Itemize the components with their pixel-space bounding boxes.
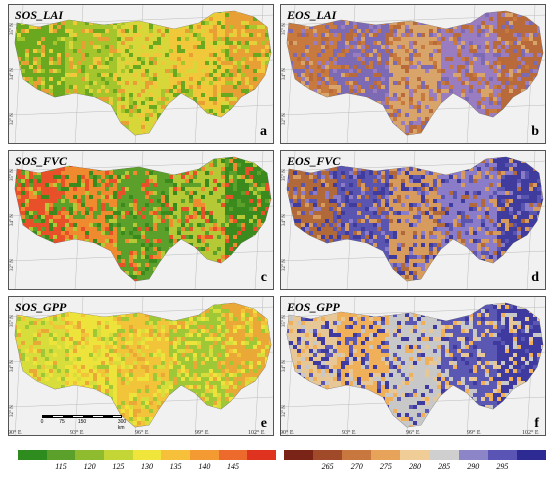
latitude-label: 35° N bbox=[10, 169, 15, 181]
scale-tick-label: 150 bbox=[77, 419, 87, 425]
legend-swatch bbox=[313, 450, 343, 460]
scale-bar-graphic bbox=[42, 415, 122, 418]
scale-tick-label: 75 bbox=[59, 419, 65, 425]
longitude-label: 102° E bbox=[248, 430, 265, 436]
panel-title: SOS_LAI bbox=[15, 8, 64, 22]
legend-swatch bbox=[487, 450, 517, 460]
map-graphic bbox=[9, 297, 273, 435]
latitude-label: 35° N bbox=[10, 315, 15, 327]
legend-swatch bbox=[161, 450, 191, 460]
latitude-label: 32° N bbox=[10, 405, 15, 417]
legend-swatch bbox=[284, 450, 314, 460]
longitude-label: 96° E bbox=[135, 430, 149, 436]
legend-tick: 130 bbox=[141, 462, 153, 471]
legend-swatch bbox=[75, 450, 105, 460]
legend-swatch bbox=[400, 450, 430, 460]
legend-swatch bbox=[46, 450, 76, 460]
scale-bar: 0 75 150 300 km bbox=[40, 415, 126, 431]
legend-tick: 135 bbox=[169, 462, 182, 471]
legend-tick: 285 bbox=[438, 462, 451, 471]
longitude-label: 102° E bbox=[522, 430, 539, 436]
latitude-label: 35° N bbox=[282, 315, 287, 327]
panel-letter: c bbox=[260, 270, 267, 285]
legend-swatch bbox=[429, 450, 459, 460]
panel-letter: e bbox=[260, 416, 267, 431]
latitude-label: 34° N bbox=[10, 360, 15, 372]
legend-swatch bbox=[218, 450, 248, 460]
latitude-label: 34° N bbox=[10, 214, 15, 226]
legend-tick: 145 bbox=[227, 462, 239, 471]
latitude-label: 34° N bbox=[282, 68, 287, 80]
legend-swatch bbox=[342, 450, 372, 460]
legend-tick: 120 bbox=[83, 462, 96, 471]
map-graphic bbox=[9, 151, 273, 289]
latitude-label: 32° N bbox=[282, 405, 287, 417]
longitude-label: 90° E bbox=[280, 430, 294, 436]
latitude-label: 34° N bbox=[282, 360, 287, 372]
map-graphic bbox=[9, 5, 273, 143]
panel-letter: b bbox=[531, 124, 539, 139]
panel-letter: f bbox=[534, 416, 539, 431]
map-graphic bbox=[281, 5, 545, 143]
eos-color-legend bbox=[284, 450, 546, 460]
legend-swatch bbox=[190, 450, 219, 460]
latitude-label: 32° N bbox=[282, 113, 287, 125]
legend-swatch bbox=[132, 450, 162, 460]
longitude-label: 96° E bbox=[406, 430, 420, 436]
scale-tick-label: 0 bbox=[40, 419, 44, 425]
panel-letter: d bbox=[531, 270, 539, 285]
latitude-label: 34° N bbox=[10, 68, 15, 80]
legend-swatch bbox=[247, 450, 277, 460]
longitude-label: 90° E bbox=[8, 430, 22, 436]
longitude-label: 99° E bbox=[467, 430, 481, 436]
legend-tick: 140 bbox=[198, 462, 211, 471]
legend-tick: 270 bbox=[350, 462, 363, 471]
panel-title: SOS_FVC bbox=[15, 154, 68, 168]
latitude-label: 32° N bbox=[10, 113, 15, 125]
legend-swatch bbox=[516, 450, 546, 460]
latitude-label: 35° N bbox=[10, 23, 15, 35]
legend-swatch bbox=[458, 450, 488, 460]
longitude-label: 93° E bbox=[70, 430, 84, 436]
legend-tick: 115 bbox=[55, 462, 67, 471]
panel-letter: a bbox=[260, 124, 267, 139]
latitude-label: 35° N bbox=[282, 169, 287, 181]
longitude-label: 99° E bbox=[195, 430, 209, 436]
map-graphic bbox=[281, 297, 545, 435]
legend-swatch bbox=[371, 450, 401, 460]
legend-tick: 125 bbox=[112, 462, 125, 471]
panel-title: EOS_GPP bbox=[287, 300, 340, 314]
panel-title: SOS_GPP bbox=[15, 300, 67, 314]
legend-tick: 275 bbox=[379, 462, 392, 471]
latitude-label: 32° N bbox=[282, 259, 287, 271]
sos-color-legend bbox=[18, 450, 277, 460]
legend-tick: 295 bbox=[496, 462, 509, 471]
legend-swatch bbox=[18, 450, 47, 460]
scale-tick-label: 300 km bbox=[117, 419, 127, 431]
legend-swatch bbox=[104, 450, 133, 460]
latitude-label: 34° N bbox=[282, 214, 287, 226]
panel-title: EOS_FVC bbox=[287, 154, 341, 168]
map-graphic bbox=[281, 151, 545, 289]
latitude-label: 35° N bbox=[282, 23, 287, 35]
legend-tick: 280 bbox=[409, 462, 421, 471]
legend-tick: 265 bbox=[321, 462, 334, 471]
panel-title: EOS_LAI bbox=[287, 8, 337, 22]
longitude-label: 93° E bbox=[342, 430, 356, 436]
legend-tick: 290 bbox=[467, 462, 480, 471]
latitude-label: 32° N bbox=[10, 259, 15, 271]
